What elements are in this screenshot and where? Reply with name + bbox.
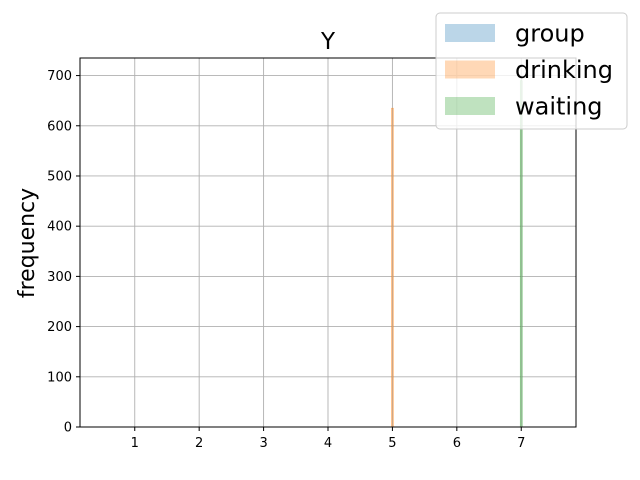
bar-drinking [391,107,394,428]
y-axis-label: frequency [15,188,40,298]
x-tick-label: 4 [324,436,332,451]
y-tick-label: 700 [47,69,72,84]
x-tick-label: 7 [517,436,525,451]
y-tick-label: 0 [64,421,72,436]
legend-swatch-waiting [445,97,495,115]
bar-waiting [519,80,523,428]
legend-swatch-group [445,24,495,42]
axis-ticks: 1 2 3 4 5 6 7 0 100 200 300 400 500 600 700 [47,69,525,451]
x-tick-label: 2 [195,436,203,451]
chart-title: Y [320,29,336,55]
y-tick-label: 300 [47,270,72,285]
x-tick-label: 3 [259,436,267,451]
x-tick-label: 5 [388,436,396,451]
y-tick-label: 500 [47,169,72,184]
legend-box [435,12,628,130]
legend-swatch-drinking [445,60,495,79]
y-tick-label: 600 [47,119,72,134]
y-tick-label: 400 [47,220,72,235]
legend: group drinking waiting [435,12,628,130]
x-tick-label: 6 [453,436,461,451]
y-tick-label: 200 [47,320,72,335]
legend-label-group: group [515,20,585,48]
x-tick-label: 1 [131,436,139,451]
legend-label-drinking: drinking [515,56,613,84]
y-tick-label: 100 [47,370,72,385]
legend-label-waiting: waiting [515,93,603,121]
